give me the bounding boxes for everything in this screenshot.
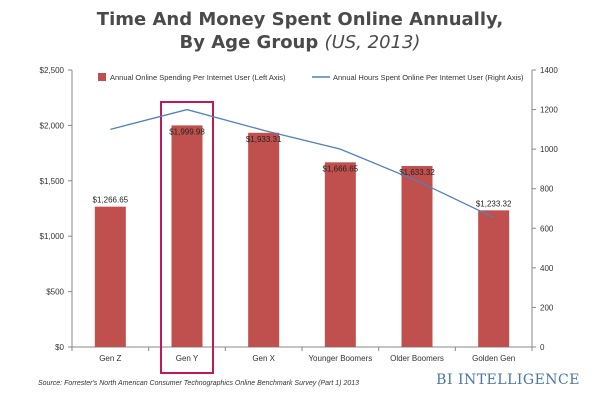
- bar: [171, 125, 203, 347]
- highlight-box: [160, 101, 214, 374]
- bar: [324, 162, 356, 347]
- category-label: Older Boomers: [390, 354, 444, 363]
- bar-data-label: $1,933.31: [246, 135, 282, 144]
- chart-title-line1: Time And Money Spent Online Annually,: [96, 9, 504, 30]
- category-label: Younger Boomers: [308, 354, 372, 363]
- chart-title-italic: (US, 2013): [324, 32, 421, 53]
- right-tick-label: 1000: [540, 145, 558, 154]
- right-tick-label: 200: [540, 303, 554, 312]
- chart-title-line2: By Age Group (US, 2013): [0, 31, 600, 54]
- bar: [94, 206, 126, 347]
- bar-data-label: $1,666.65: [323, 164, 359, 173]
- right-tick-label: 1400: [540, 66, 558, 75]
- source-note: Source: Forrester's North American Consu…: [38, 380, 360, 387]
- category-label: Golden Gen: [472, 354, 515, 363]
- hours-line: [110, 108, 494, 218]
- legend-swatch-spending: [98, 73, 106, 81]
- category-label: Gen X: [252, 354, 275, 363]
- legend-label-spending: Annual Online Spending Per Internet User…: [110, 73, 286, 82]
- brand-logo: BI INTELLIGENCE: [436, 372, 580, 388]
- category-label: Gen Z: [99, 354, 121, 363]
- left-tick-label: $1,500: [40, 177, 65, 186]
- right-tick-label: 400: [540, 264, 554, 273]
- right-tick-label: 1200: [540, 106, 558, 115]
- bar-data-label: $1,633.32: [399, 168, 435, 177]
- bar-data-label: $1,999.98: [169, 127, 205, 136]
- bar: [478, 210, 510, 347]
- right-tick-label: 0: [540, 343, 545, 352]
- right-tick-label: 600: [540, 224, 554, 233]
- bar: [248, 132, 280, 347]
- left-tick-label: $1,000: [40, 232, 65, 241]
- right-tick-label: 800: [540, 185, 554, 194]
- left-tick-label: $2,000: [40, 121, 65, 130]
- left-tick-label: $0: [55, 343, 64, 352]
- left-tick-label: $2,500: [40, 66, 65, 75]
- legend-label-hours: Annual Hours Spent Online Per Internet U…: [333, 73, 524, 82]
- bar-data-label: $1,266.65: [93, 196, 129, 205]
- bar: [401, 166, 433, 347]
- left-tick-label: $500: [46, 288, 64, 297]
- chart-title: Time And Money Spent Online Annually, By…: [0, 8, 600, 54]
- bar-data-label: $1,233.32: [476, 199, 512, 208]
- chart-title-line2-text: By Age Group: [179, 32, 319, 53]
- category-label: Gen Y: [176, 354, 199, 363]
